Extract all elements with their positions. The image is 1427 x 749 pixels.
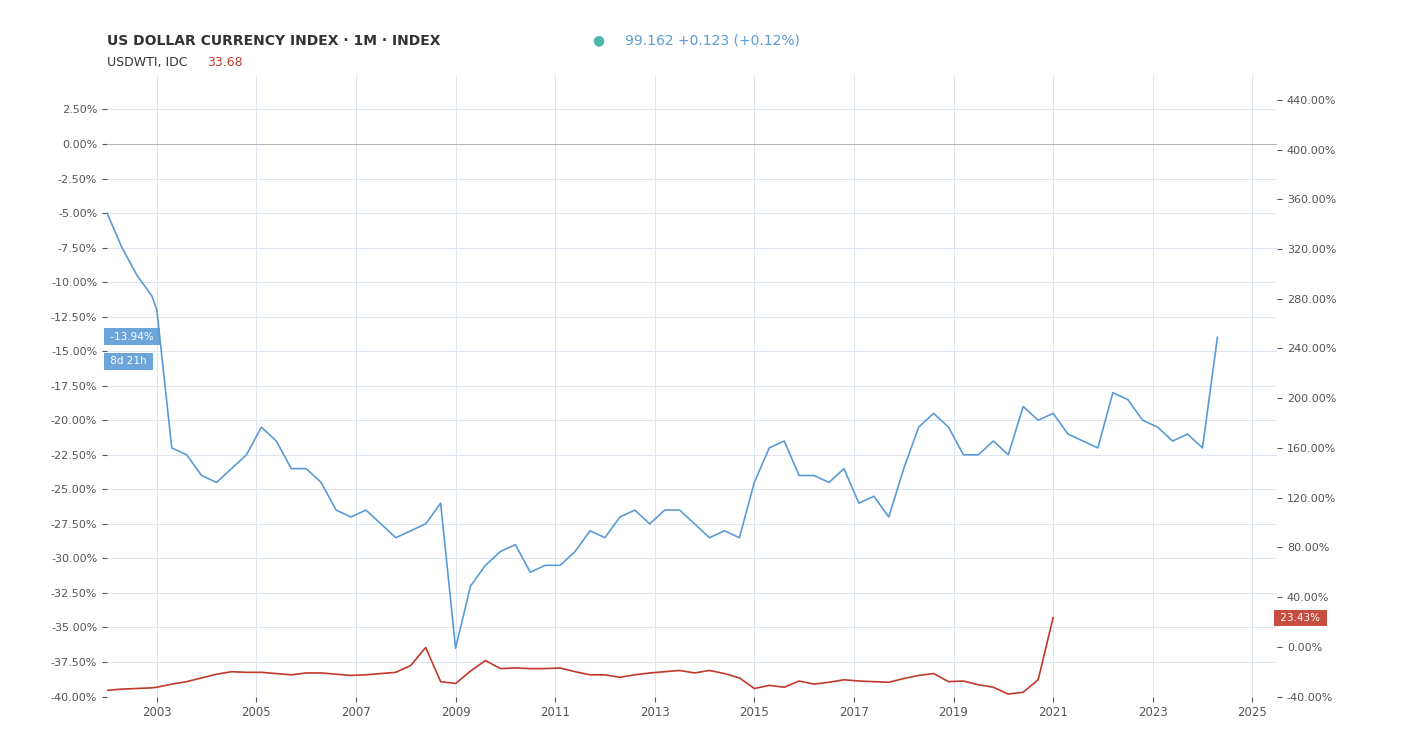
Text: E: E — [611, 34, 619, 46]
Text: ●: ● — [592, 34, 604, 48]
Text: 23.43%: 23.43% — [1277, 613, 1323, 622]
Text: 33.68: 33.68 — [207, 56, 243, 69]
Text: 8d 21h: 8d 21h — [107, 357, 150, 366]
Text: USDWTI, IDC: USDWTI, IDC — [107, 56, 187, 69]
Text: 99.162 +0.123 (+0.12%): 99.162 +0.123 (+0.12%) — [625, 34, 801, 48]
Text: -13.94%: -13.94% — [107, 332, 157, 342]
Text: US DOLLAR CURRENCY INDEX · 1M · INDEX: US DOLLAR CURRENCY INDEX · 1M · INDEX — [107, 34, 441, 48]
